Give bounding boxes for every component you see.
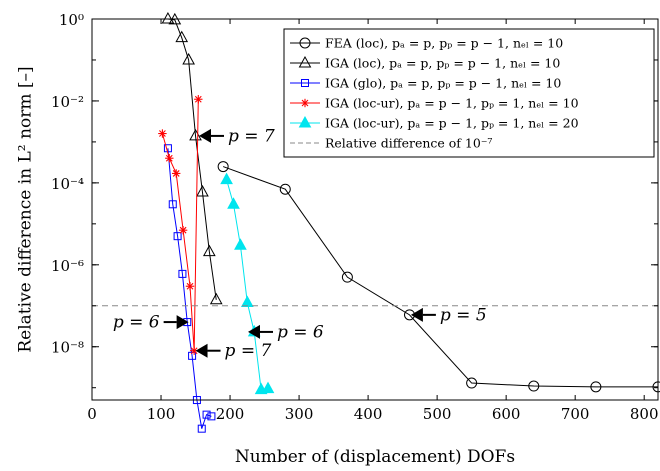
series-line: [167, 148, 212, 429]
data-point: [182, 52, 195, 65]
annotation-arrow: [176, 315, 189, 330]
legend-entry: IGA (loc), pₐ = p, pₚ = p − 1, nₑₗ = 10: [290, 56, 560, 71]
annotation-label: p = 6: [277, 322, 324, 342]
data-point: [161, 11, 175, 24]
y-tick-label: 10⁻²: [51, 93, 84, 111]
legend-label: IGA (loc-ur), pₐ = p − 1, pₚ = 1, nₑₗ = …: [325, 96, 579, 111]
data-point: [202, 244, 216, 257]
legend-entry: IGA (loc-ur), pₐ = p − 1, pₚ = 1, nₑₗ = …: [290, 116, 579, 131]
data-point: [209, 292, 223, 305]
legend-entry: Relative difference of 10⁻⁷: [290, 136, 492, 151]
data-point: [185, 282, 195, 291]
x-tick-label: 200: [216, 405, 245, 423]
series-line: [161, 99, 199, 351]
data-point: [217, 161, 229, 173]
x-tick-label: 500: [423, 405, 452, 423]
data-point: [220, 172, 233, 185]
annotation: p = 7: [195, 341, 272, 361]
series-3: [158, 95, 203, 355]
data-point: [196, 184, 209, 197]
y-tick-label: 10⁻⁶: [51, 257, 84, 275]
x-tick-label: 700: [561, 405, 590, 423]
y-tick-label: 10⁻⁸: [51, 339, 84, 357]
annotation-label: p = 7: [228, 126, 275, 146]
annotation: p = 6: [247, 322, 324, 342]
data-point: [590, 381, 602, 393]
x-tick-label: 300: [285, 405, 314, 423]
y-axis-label: Relative difference in L² norm [–]: [16, 66, 36, 352]
legend-label: IGA (loc-ur), pₐ = p − 1, pₚ = 1, nₑₗ = …: [325, 116, 579, 131]
annotation-arrow: [410, 307, 423, 322]
legend-swatch-marker: [298, 55, 312, 68]
annotation: p = 6: [113, 313, 189, 333]
annotation-label: p = 7: [225, 341, 272, 361]
data-point: [165, 154, 174, 163]
x-tick-label: 0: [87, 405, 97, 423]
data-point: [227, 197, 240, 209]
data-point: [234, 238, 247, 250]
legend-swatch-marker: [301, 79, 309, 87]
plot-frame: [91, 18, 659, 401]
data-point: [279, 183, 291, 195]
legend-swatch-marker: [300, 98, 310, 108]
data-point: [158, 129, 167, 138]
x-tick-label: 400: [354, 405, 383, 423]
data-point: [168, 200, 177, 209]
legend-box: [283, 28, 655, 158]
data-point: [466, 377, 478, 389]
data-point: [178, 225, 188, 235]
annotation: p = 5: [410, 305, 487, 325]
series-line: [222, 166, 658, 388]
legend: FEA (loc), pₐ = p, pₚ = p − 1, nₑₗ = 10 I…: [283, 28, 655, 158]
x-tick-label: 100: [147, 405, 176, 423]
y-tick-label: 10⁻⁴: [51, 175, 84, 193]
legend-label: Relative difference of 10⁻⁷: [325, 136, 492, 151]
x-axis-label: Number of (displacement) DOFs: [235, 447, 515, 467]
data-point: [197, 424, 206, 433]
legend-label: IGA (glo), pₐ = p, pₚ = p − 1, nₑₗ = 10: [325, 76, 561, 91]
x-tick-label: 600: [492, 405, 521, 423]
legend-entry: IGA (glo), pₐ = p, pₚ = p − 1, nₑₗ = 10: [290, 76, 561, 91]
annotation: p = 7: [198, 126, 275, 146]
legend-entry: FEA (loc), pₐ = p, pₚ = p − 1, nₑₗ = 10: [290, 36, 563, 51]
data-point: [261, 381, 275, 394]
data-point: [172, 169, 181, 178]
data-point: [173, 232, 182, 241]
legend-swatch-marker: [299, 37, 311, 49]
annotation-arrow: [198, 128, 211, 143]
data-point: [240, 295, 254, 308]
data-point: [189, 128, 202, 141]
data-point: [194, 95, 203, 104]
annotation-label: p = 5: [440, 305, 487, 325]
data-point: [528, 380, 540, 392]
annotation-arrow: [195, 343, 208, 358]
x-tick-label: 800: [630, 405, 659, 423]
legend-label: IGA (loc), pₐ = p, pₚ = p − 1, nₑₗ = 10: [325, 56, 560, 71]
data-point: [175, 30, 189, 43]
data-point: [178, 269, 187, 278]
annotation-arrow: [247, 324, 260, 339]
series-line: [167, 18, 217, 300]
y-tick-label: 10⁰: [59, 11, 84, 29]
data-point: [202, 410, 211, 419]
legend-swatch-marker: [298, 115, 312, 128]
legend-label: FEA (loc), pₐ = p, pₚ = p − 1, nₑₗ = 10: [325, 36, 563, 51]
legend-entry: IGA (loc-ur), pₐ = p − 1, pₚ = 1, nₑₗ = …: [290, 96, 579, 111]
data-point: [207, 412, 216, 421]
data-point: [341, 271, 353, 283]
series-0: [217, 161, 660, 393]
annotation-label: p = 6: [113, 313, 160, 333]
